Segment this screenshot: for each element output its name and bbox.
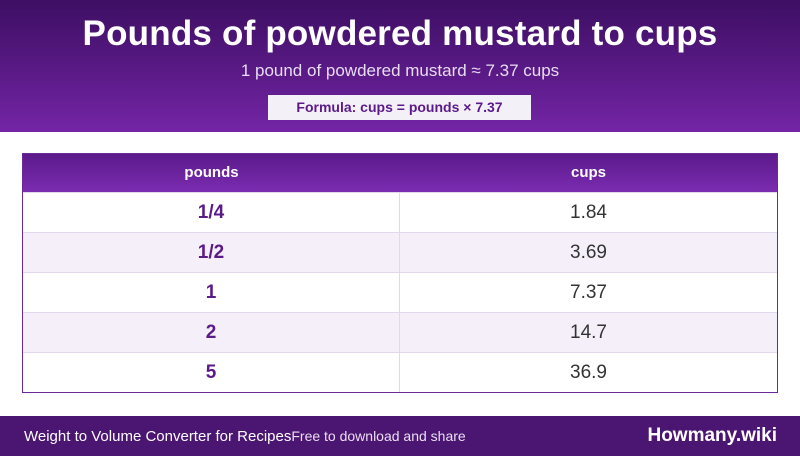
pounds-cell: 1 xyxy=(23,273,400,312)
cups-cell: 36.9 xyxy=(570,362,607,383)
column-header-cups: cups xyxy=(570,164,606,181)
formula-box: Formula: cups = pounds × 7.37 xyxy=(268,95,531,120)
brand-link[interactable]: Howmany.wiki xyxy=(647,425,777,446)
cups-cell: 1.84 xyxy=(570,202,607,223)
conversion-table: pounds cups 1/4 1.84 1/2 3.69 1 7.37 2 1… xyxy=(22,153,778,393)
footer-tagline: Free to download and share xyxy=(291,428,466,444)
table-row: 1/4 1.84 xyxy=(23,192,777,232)
table-row: 5 36.9 xyxy=(23,352,777,392)
table-row: 1 7.37 xyxy=(23,272,777,312)
table-row: 2 14.7 xyxy=(23,312,777,352)
header-banner: Pounds of powdered mustard to cups 1 pou… xyxy=(0,0,800,132)
footer-title: Weight to Volume Converter for Recipes xyxy=(24,428,292,445)
footer-bar: Weight to Volume Converter for RecipesFr… xyxy=(0,416,800,456)
pounds-cell: 2 xyxy=(23,313,400,352)
table-row: 1/2 3.69 xyxy=(23,232,777,272)
cups-cell: 14.7 xyxy=(570,322,607,343)
page-subtitle: 1 pound of powdered mustard ≈ 7.37 cups xyxy=(240,61,560,80)
page-title: Pounds of powdered mustard to cups xyxy=(82,14,718,53)
cups-cell: 3.69 xyxy=(570,242,607,263)
column-header-pounds: pounds xyxy=(184,164,239,181)
pounds-cell: 1/4 xyxy=(23,193,400,232)
footer-left: Weight to Volume Converter for RecipesFr… xyxy=(24,416,466,457)
pounds-cell: 5 xyxy=(23,353,400,392)
table-header: pounds cups xyxy=(23,154,777,192)
pounds-cell: 1/2 xyxy=(23,233,400,272)
cups-cell: 7.37 xyxy=(570,282,607,303)
